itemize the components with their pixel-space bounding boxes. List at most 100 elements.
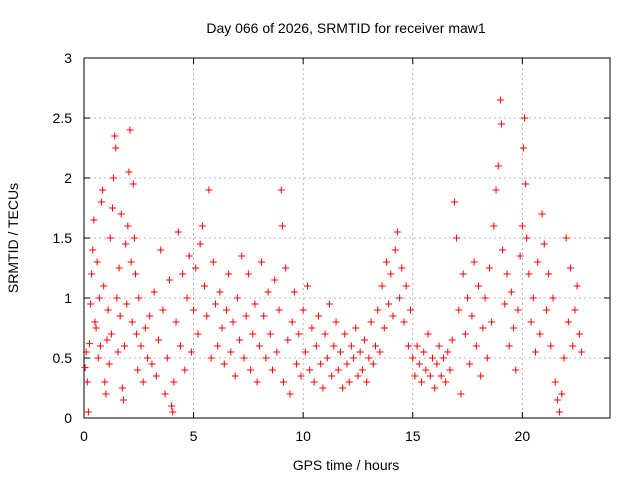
data-point — [81, 364, 89, 372]
y-tick-label: 0 — [64, 410, 72, 426]
data-point — [578, 348, 586, 356]
data-point — [391, 246, 399, 254]
x-tick-label: 0 — [80, 428, 88, 444]
data-point — [284, 336, 292, 344]
y-tick-label: 3 — [64, 50, 72, 66]
data-point — [122, 240, 130, 248]
data-point — [562, 234, 570, 242]
data-point — [564, 318, 572, 326]
data-point — [101, 378, 109, 386]
data-point — [165, 276, 173, 284]
data-point — [139, 378, 147, 386]
data-point — [103, 336, 111, 344]
data-point — [516, 252, 524, 260]
data-point — [185, 252, 193, 260]
data-point — [420, 348, 428, 356]
data-point — [192, 264, 200, 272]
chart-title: Day 066 of 2026, SRMTID for receiver maw… — [206, 20, 486, 36]
data-point — [113, 294, 121, 302]
data-point — [356, 348, 364, 356]
data-point — [488, 318, 496, 326]
data-point — [277, 186, 285, 194]
data-point — [439, 354, 447, 362]
data-point — [258, 258, 266, 266]
data-point — [382, 258, 390, 266]
data-point — [575, 330, 583, 338]
data-point — [468, 312, 476, 320]
data-point — [225, 270, 233, 278]
data-point — [282, 264, 290, 272]
y-tick-label: 0.5 — [53, 350, 73, 366]
data-point — [415, 360, 423, 368]
data-point — [288, 318, 296, 326]
data-point — [155, 336, 163, 344]
data-point — [231, 372, 239, 380]
data-point — [148, 360, 156, 368]
x-tick-label: 20 — [515, 428, 531, 444]
data-point — [442, 378, 450, 386]
data-point — [376, 348, 384, 356]
data-point — [315, 312, 323, 320]
data-point — [127, 258, 135, 266]
data-point — [117, 210, 125, 218]
data-point — [247, 366, 255, 374]
data-point — [176, 342, 184, 350]
data-point — [396, 294, 404, 302]
data-point — [306, 366, 314, 374]
data-point — [457, 390, 465, 398]
data-point — [299, 306, 307, 314]
data-point — [446, 366, 454, 374]
data-point — [187, 348, 195, 356]
data-point — [470, 258, 478, 266]
data-point — [334, 366, 342, 374]
data-point — [106, 234, 114, 242]
data-point — [514, 306, 522, 314]
data-point — [209, 258, 217, 266]
data-point — [317, 360, 325, 368]
data-point — [201, 282, 209, 290]
data-point — [275, 306, 283, 314]
data-point — [499, 246, 507, 254]
data-point — [350, 354, 358, 362]
data-point — [332, 318, 340, 326]
data-point — [404, 342, 412, 350]
data-point — [321, 330, 329, 338]
data-point — [264, 288, 272, 296]
data-point — [238, 252, 246, 260]
data-point — [398, 264, 406, 272]
data-point — [207, 354, 215, 362]
data-point — [233, 294, 241, 302]
data-point — [531, 348, 539, 356]
data-point — [503, 270, 511, 278]
data-point — [137, 342, 145, 350]
data-point — [123, 300, 131, 308]
data-point — [407, 306, 415, 314]
data-point — [94, 354, 102, 362]
data-point — [159, 306, 167, 314]
y-tick-label: 1.5 — [53, 230, 73, 246]
data-point — [84, 408, 92, 416]
data-point — [389, 312, 397, 320]
data-point — [181, 366, 189, 374]
data-point — [479, 324, 487, 332]
data-point — [107, 330, 115, 338]
data-point — [571, 306, 579, 314]
data-point — [312, 342, 320, 350]
data-point — [512, 366, 520, 374]
data-point — [448, 336, 456, 344]
data-point — [260, 312, 268, 320]
data-point — [92, 324, 100, 332]
data-point — [542, 306, 550, 314]
data-point — [400, 318, 408, 326]
data-point — [411, 372, 419, 380]
data-point — [190, 306, 198, 314]
data-point — [553, 396, 561, 404]
data-point — [169, 408, 177, 416]
data-point — [363, 378, 371, 386]
data-point — [501, 300, 509, 308]
data-point — [347, 342, 355, 350]
data-point — [378, 282, 386, 290]
data-point — [216, 288, 224, 296]
data-point — [119, 396, 127, 404]
data-point — [293, 360, 301, 368]
